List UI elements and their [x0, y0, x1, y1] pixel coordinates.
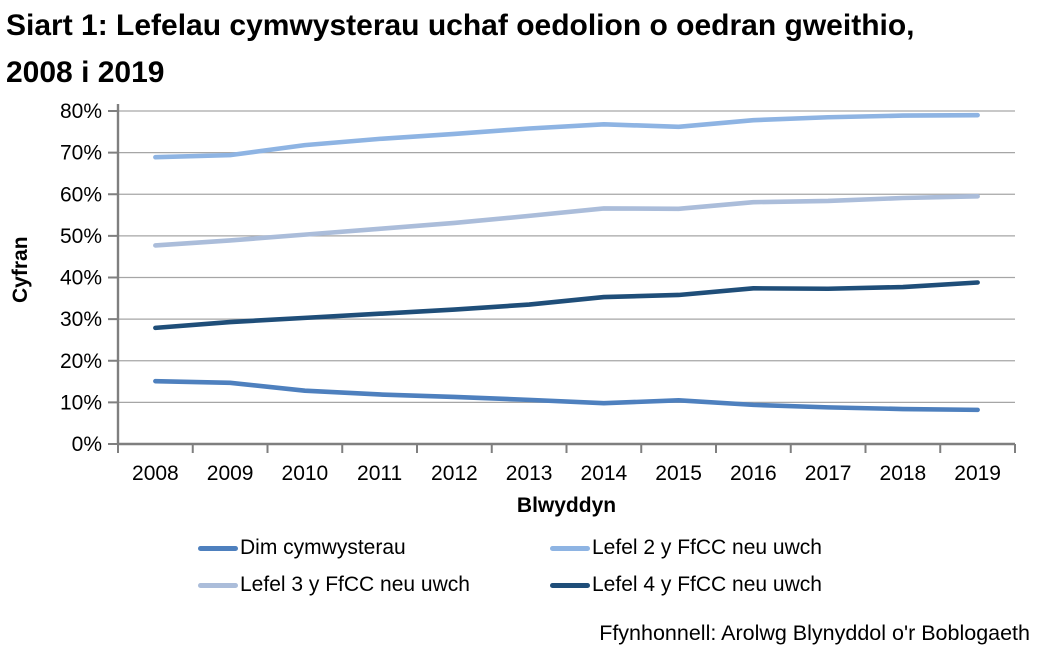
x-tick-label-2008: 2008 — [132, 462, 179, 485]
legend-swatch-dim-cymwysterau — [198, 545, 238, 551]
y-tick-label-30: 30% — [60, 308, 102, 331]
series-line-lefel-2-y-ffcc-neu-uwch — [153, 112, 980, 160]
line-chart-plot: 0% 10% 20% 30% 40% 50% 60% 70% 80% 2008 2009 2010 20… — [60, 100, 1016, 485]
x-tick-label-2013: 2013 — [506, 462, 553, 485]
x-tick-label-2016: 2016 — [730, 462, 777, 485]
y-tick-label-20: 20% — [60, 350, 102, 373]
series-line-lefel-3-y-ffcc-neu-uwch — [153, 194, 980, 248]
x-tick-label-2011: 2011 — [357, 462, 402, 485]
y-tick-label-60: 60% — [60, 183, 102, 206]
legend-label: Lefel 3 y FfCC neu uwch — [240, 573, 470, 596]
x-axis-title: Blwyddyn — [516, 494, 617, 517]
y-tick-label-80: 80% — [60, 100, 102, 123]
legend-item-dim-cymwysterau: Dim cymwysterau — [198, 536, 550, 560]
y-tick-label-0: 0% — [72, 433, 102, 456]
legend-item-lefel-4: Lefel 4 y FfCC neu uwch — [550, 573, 880, 597]
legend-swatch-lefel-4 — [550, 582, 590, 588]
x-tick-label-2009: 2009 — [207, 462, 254, 485]
legend-swatch-lefel-3 — [198, 582, 238, 588]
legend-label: Dim cymwysterau — [240, 536, 406, 559]
legend-item-lefel-3: Lefel 3 y FfCC neu uwch — [198, 573, 550, 597]
legend-label: Lefel 2 y FfCC neu uwch — [592, 536, 822, 559]
x-tick-label-2010: 2010 — [282, 462, 329, 485]
x-tick-label-2014: 2014 — [581, 462, 628, 485]
series-line-dim-cymwysterau — [153, 378, 980, 413]
x-tick-label-2012: 2012 — [431, 462, 478, 485]
y-tick-label-70: 70% — [60, 142, 102, 165]
y-tick-label-10: 10% — [60, 391, 102, 414]
legend: Dim cymwysterau Lefel 2 y FfCC neu uwch … — [198, 536, 880, 597]
legend-swatch-lefel-2 — [550, 545, 590, 551]
x-tick-label-2015: 2015 — [655, 462, 702, 485]
chart-title: Siart 1: Lefelau cymwysterau uchaf oedol… — [6, 9, 915, 89]
series-line-lefel-4-y-ffcc-neu-uwch — [153, 280, 980, 331]
legend-label: Lefel 4 y FfCC neu uwch — [592, 573, 822, 596]
source-note: Ffynhonnell: Arolwg Blynyddol o'r Boblog… — [599, 621, 1030, 645]
y-tick-label-40: 40% — [60, 267, 102, 290]
x-tick-label-2018: 2018 — [880, 462, 927, 485]
legend-item-lefel-2: Lefel 2 y FfCC neu uwch — [550, 536, 880, 560]
x-tick-label-2019: 2019 — [954, 462, 1001, 485]
y-tick-label-50: 50% — [60, 225, 102, 248]
x-tick-label-2017: 2017 — [805, 462, 852, 485]
